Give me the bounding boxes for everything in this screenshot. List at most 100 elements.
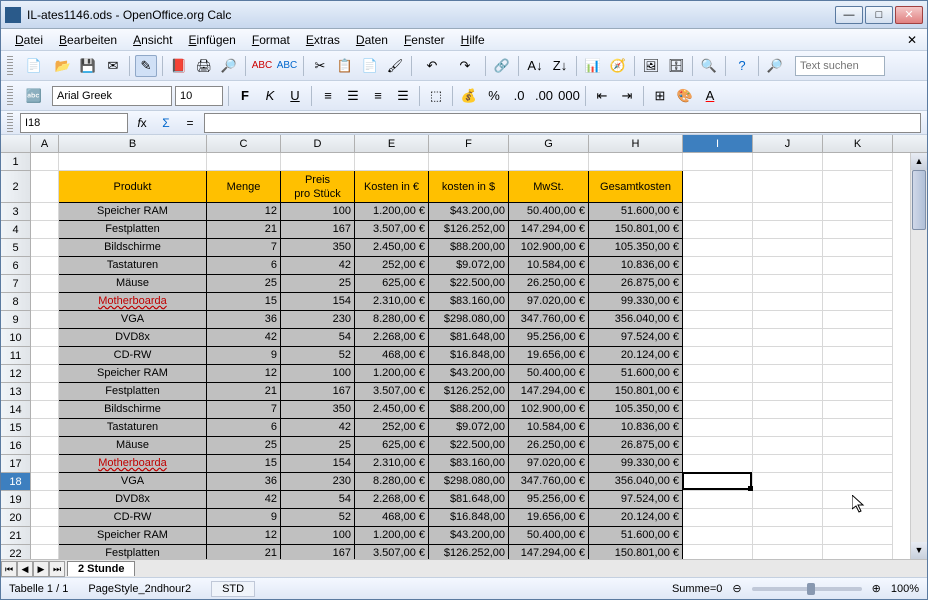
cell[interactable]: [823, 365, 893, 383]
cell[interactable]: [823, 239, 893, 257]
data-cell[interactable]: $88.200,00: [429, 239, 509, 257]
data-cell[interactable]: 347.760,00 €: [509, 473, 589, 491]
data-cell[interactable]: $126.252,00: [429, 221, 509, 239]
paste-button[interactable]: 📄: [359, 55, 381, 77]
data-cell[interactable]: Motherboarda: [59, 293, 207, 311]
row-header-21[interactable]: 21: [1, 527, 31, 545]
vertical-scrollbar[interactable]: ▲ ▼: [910, 153, 927, 559]
navigator-button[interactable]: 🧭: [607, 55, 629, 77]
format-paint-button[interactable]: 🖌: [384, 55, 406, 77]
decimal-add-button[interactable]: .0: [508, 85, 530, 107]
data-cell[interactable]: 100: [281, 365, 355, 383]
cell[interactable]: [31, 455, 59, 473]
data-cell[interactable]: VGA: [59, 311, 207, 329]
header-cell[interactable]: Preis pro Stück: [281, 171, 355, 203]
data-cell[interactable]: 50.400,00 €: [509, 527, 589, 545]
row-header-2[interactable]: 2: [1, 171, 31, 203]
tab-prev-button[interactable]: ◀: [17, 561, 33, 577]
data-cell[interactable]: 1.200,00 €: [355, 365, 429, 383]
data-cell[interactable]: $126.252,00: [429, 383, 509, 401]
percent-button[interactable]: %: [483, 85, 505, 107]
data-cell[interactable]: 10.584,00 €: [509, 419, 589, 437]
menu-extras[interactable]: Extras: [298, 31, 348, 49]
cell[interactable]: [823, 455, 893, 473]
data-cell[interactable]: 100: [281, 203, 355, 221]
row-header-15[interactable]: 15: [1, 419, 31, 437]
cell[interactable]: [823, 275, 893, 293]
data-cell[interactable]: 147.294,00 €: [509, 383, 589, 401]
row-header-10[interactable]: 10: [1, 329, 31, 347]
data-cell[interactable]: 2.450,00 €: [355, 401, 429, 419]
cell[interactable]: [31, 365, 59, 383]
data-cell[interactable]: 99.330,00 €: [589, 293, 683, 311]
data-cell[interactable]: 21: [207, 221, 281, 239]
data-cell[interactable]: 51.600,00 €: [589, 527, 683, 545]
cell[interactable]: [31, 153, 59, 171]
toolbar-handle[interactable]: [7, 113, 13, 133]
data-cell[interactable]: 12: [207, 203, 281, 221]
hyperlink-button[interactable]: 🔗: [491, 55, 513, 77]
data-cell[interactable]: 21: [207, 383, 281, 401]
data-cell[interactable]: CD-RW: [59, 347, 207, 365]
row-header-14[interactable]: 14: [1, 401, 31, 419]
data-cell[interactable]: $83.160,00: [429, 293, 509, 311]
data-cell[interactable]: CD-RW: [59, 509, 207, 527]
data-cell[interactable]: 97.524,00 €: [589, 491, 683, 509]
cell[interactable]: [31, 203, 59, 221]
data-cell[interactable]: 26.250,00 €: [509, 275, 589, 293]
data-cell[interactable]: 42: [281, 419, 355, 437]
select-all-corner[interactable]: [1, 135, 31, 152]
cell[interactable]: [753, 491, 823, 509]
indent-inc-button[interactable]: ⇥: [616, 85, 638, 107]
data-cell[interactable]: $22.500,00: [429, 437, 509, 455]
data-cell[interactable]: 3.507,00 €: [355, 545, 429, 559]
data-cell[interactable]: Speicher RAM: [59, 203, 207, 221]
styles-button[interactable]: 🔤: [19, 85, 49, 107]
data-cell[interactable]: 21: [207, 545, 281, 559]
data-cell[interactable]: 10.584,00 €: [509, 257, 589, 275]
cell[interactable]: [31, 545, 59, 559]
data-cell[interactable]: 1.200,00 €: [355, 203, 429, 221]
data-cell[interactable]: Festplatten: [59, 545, 207, 559]
menu-bearbeiten[interactable]: Bearbeiten: [51, 31, 125, 49]
cell[interactable]: [823, 203, 893, 221]
data-cell[interactable]: $298.080,00: [429, 473, 509, 491]
cell[interactable]: [683, 171, 753, 203]
data-cell[interactable]: 19.656,00 €: [509, 509, 589, 527]
header-cell[interactable]: Menge: [207, 171, 281, 203]
font-size-input[interactable]: [175, 86, 223, 106]
data-cell[interactable]: 150.801,00 €: [589, 383, 683, 401]
align-right-button[interactable]: ≡: [367, 85, 389, 107]
cell[interactable]: [31, 401, 59, 419]
row-header-3[interactable]: 3: [1, 203, 31, 221]
data-cell[interactable]: 50.400,00 €: [509, 365, 589, 383]
equals-button[interactable]: =: [180, 113, 200, 133]
cell[interactable]: [753, 293, 823, 311]
close-doc-icon[interactable]: ✕: [907, 33, 921, 47]
cell[interactable]: [823, 401, 893, 419]
row-header-20[interactable]: 20: [1, 509, 31, 527]
status-pagestyle[interactable]: PageStyle_2ndhour2: [88, 583, 191, 595]
redo-button[interactable]: ↷: [450, 55, 480, 77]
column-header-B[interactable]: B: [59, 135, 207, 152]
row-header-7[interactable]: 7: [1, 275, 31, 293]
data-cell[interactable]: 2.310,00 €: [355, 455, 429, 473]
cell[interactable]: [31, 293, 59, 311]
column-header-C[interactable]: C: [207, 135, 281, 152]
underline-button[interactable]: U: [284, 85, 306, 107]
cell[interactable]: [683, 383, 753, 401]
cell[interactable]: [31, 383, 59, 401]
data-cell[interactable]: 36: [207, 311, 281, 329]
formula-input[interactable]: [204, 113, 921, 133]
data-cell[interactable]: 7: [207, 239, 281, 257]
data-cell[interactable]: Tastaturen: [59, 419, 207, 437]
align-left-button[interactable]: ≡: [317, 85, 339, 107]
data-cell[interactable]: VGA: [59, 473, 207, 491]
data-cell[interactable]: 15: [207, 455, 281, 473]
row-header-9[interactable]: 9: [1, 311, 31, 329]
new-button[interactable]: 📄: [19, 55, 49, 77]
cell[interactable]: [31, 239, 59, 257]
data-cell[interactable]: 12: [207, 365, 281, 383]
cell[interactable]: [683, 491, 753, 509]
align-center-button[interactable]: ☰: [342, 85, 364, 107]
